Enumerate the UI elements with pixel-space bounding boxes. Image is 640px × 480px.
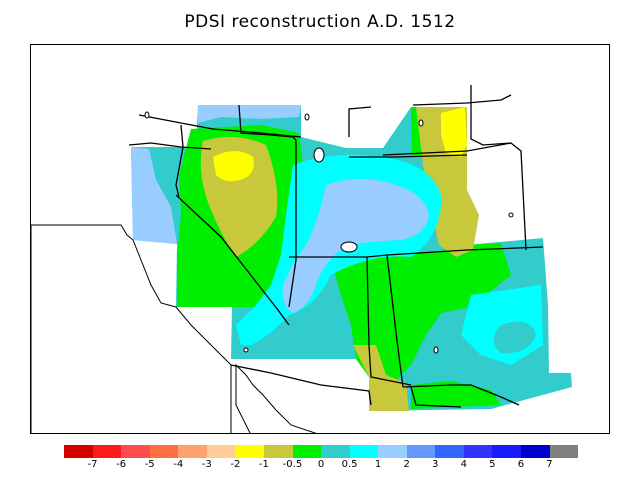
colorbar-swatch — [292, 445, 322, 458]
colorbar-tick-label: -2 — [230, 459, 241, 470]
field-yellow-northeast — [441, 107, 467, 157]
colorbar-tick-label: 5 — [489, 459, 496, 470]
id-mt-border — [238, 104, 297, 141]
or-id-border — [175, 124, 184, 198]
colorbar — [64, 445, 579, 458]
wy-east-border — [470, 85, 527, 251]
az-mx-border — [230, 364, 372, 406]
colorbar-swatch — [149, 445, 179, 458]
colorbar-tick-label: -0.5 — [282, 459, 303, 470]
canada-border-west — [138, 114, 302, 138]
nv-ut-border — [288, 140, 297, 308]
pdsi-map — [31, 85, 572, 433]
field-lightblue-north — [198, 105, 301, 123]
colorbar-tick-label: 2 — [403, 459, 410, 470]
great-salt-lake — [340, 241, 358, 253]
pacific-ocean — [31, 224, 232, 433]
colorbar-swatch — [463, 445, 493, 458]
ut-az-border — [366, 256, 412, 386]
nm-tx-border — [402, 384, 520, 406]
lake-small-1 — [144, 111, 150, 119]
lake-small-2 — [304, 113, 310, 121]
colorbar-swatch — [349, 445, 379, 458]
colorbar-swatch — [378, 445, 407, 458]
lake-small-3 — [418, 119, 424, 127]
colorbar-tick-label: 4 — [460, 459, 467, 470]
boundaries — [128, 85, 544, 408]
mt-wy-border — [348, 106, 372, 137]
yellowstone-lake — [313, 147, 325, 163]
co-nm-border — [386, 254, 404, 388]
map-title: PDSI reconstruction A.D. 1512 — [184, 12, 456, 32]
canada-border-east — [412, 94, 512, 106]
lake-small-6 — [243, 347, 249, 353]
wa-or-border — [128, 142, 212, 150]
colorbar-tick-label: 7 — [546, 459, 553, 470]
coastline — [31, 224, 317, 433]
colorbar-swatch — [178, 445, 207, 458]
colorbar-swatch — [121, 445, 150, 458]
ca-nv-line — [175, 194, 290, 326]
colorbar-tick-label: 3 — [432, 459, 439, 470]
lakes — [144, 111, 514, 354]
colorbar-tick-label: -1 — [258, 459, 269, 470]
colorbar-swatch — [263, 445, 293, 458]
colorbar-tick-label: 0.5 — [341, 459, 358, 470]
field-yellow-west — [213, 151, 254, 182]
lake-small-4 — [508, 212, 514, 218]
field-teal-southeast — [493, 321, 536, 354]
colorbar-tick-label: 1 — [374, 459, 382, 470]
colorbar-tick-label: -6 — [116, 459, 127, 470]
field-olive-south — [353, 345, 409, 411]
gulf-of-california — [235, 363, 317, 433]
lake-small-5 — [433, 346, 439, 354]
map-frame — [30, 44, 610, 434]
colorbar-swatch — [435, 445, 464, 458]
colorbar-tick-label: -3 — [201, 459, 212, 470]
colorbar-tick-label: -7 — [87, 459, 98, 470]
wy-border-south — [349, 154, 468, 158]
colorbar-swatch — [206, 445, 236, 458]
colorbar-tick-label: -4 — [173, 459, 184, 470]
colorbar-tick-label: 6 — [517, 459, 525, 470]
ne-border — [382, 142, 512, 156]
colorbar-swatch — [492, 445, 521, 458]
field-lightblue-center — [282, 179, 429, 313]
colorbar-tick-label: 0 — [317, 459, 325, 470]
pdsi-field — [131, 105, 572, 411]
colorbar-swatch — [64, 445, 93, 458]
colorbar-swatch — [521, 445, 550, 458]
field-lightblue-west — [131, 147, 177, 244]
colorbar-tick-label: -5 — [144, 459, 155, 470]
colorbar-swatch — [235, 445, 264, 458]
colorbar-swatch — [321, 445, 350, 458]
colorbar-labels: -7 -6 -5 -4 -3 -2 -1 -0.5 0 0.5 1 2 3 4 5 6 7 — [64, 459, 578, 473]
colorbar-swatch — [406, 445, 436, 458]
colorbar-swatch — [92, 445, 122, 458]
mx-border-nm — [410, 386, 462, 408]
colorbar-swatch — [549, 445, 579, 458]
